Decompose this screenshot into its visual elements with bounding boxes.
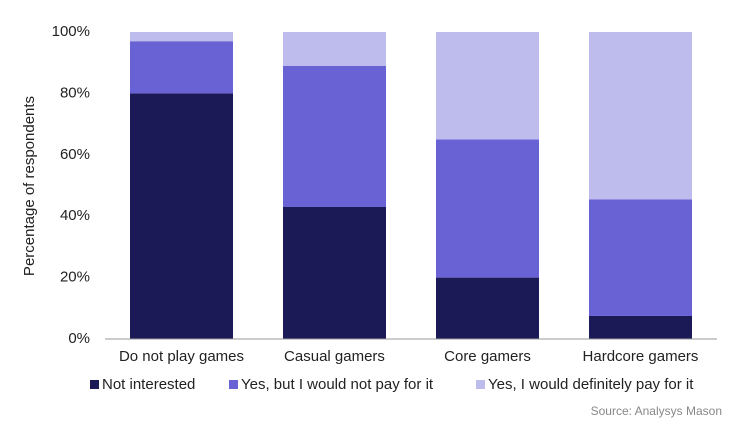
bar-segment — [436, 139, 539, 278]
y-tick-label: 80% — [60, 84, 90, 101]
legend-swatch — [229, 380, 238, 389]
bar-segment — [130, 93, 233, 340]
legend-label: Yes, but I would not pay for it — [241, 376, 434, 393]
bar-segment — [436, 277, 539, 339]
y-tick-label: 40% — [60, 207, 90, 224]
bar-segment — [589, 32, 692, 200]
y-tick-label: 60% — [60, 146, 90, 163]
bar-segment — [130, 32, 233, 42]
bar-segment — [589, 199, 692, 316]
bar-segment — [283, 32, 386, 66]
source: Source: Analysys Mason — [591, 404, 722, 418]
y-tick-label: 0% — [68, 330, 90, 347]
x-tick-label: Hardcore gamers — [583, 348, 699, 365]
y-tick-label: 100% — [52, 23, 90, 40]
bar-segment — [283, 65, 386, 207]
legend-swatch — [476, 380, 485, 389]
bar-segment — [589, 315, 692, 339]
x-tick-label: Casual gamers — [284, 348, 385, 365]
x-tick-label: Core gamers — [444, 348, 531, 365]
legend-label: Not interested — [102, 376, 195, 393]
legend-swatch — [90, 380, 99, 389]
bar-segment — [436, 32, 539, 140]
legend-label: Yes, I would definitely pay for it — [488, 376, 694, 393]
bar-segment — [130, 41, 233, 94]
y-tick-label: 20% — [60, 269, 90, 286]
x-tick-label: Do not play games — [119, 348, 244, 365]
bar-segment — [283, 206, 386, 339]
y-axis-label: Percentage of respondents — [21, 96, 38, 276]
